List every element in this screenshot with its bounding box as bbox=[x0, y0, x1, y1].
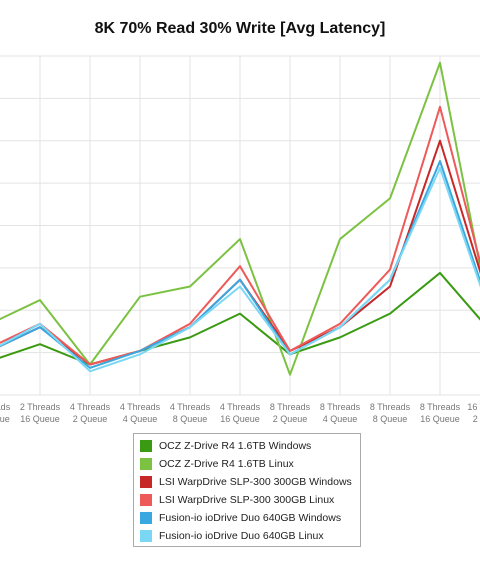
legend-item: LSI WarpDrive SLP-300 300GB Windows bbox=[140, 473, 360, 491]
legend-swatch bbox=[140, 512, 152, 524]
legend-item: Fusion-io ioDrive Duo 640GB Linux bbox=[140, 527, 360, 545]
plot-grid bbox=[0, 55, 480, 396]
legend-swatch bbox=[140, 458, 152, 470]
series-line-4 bbox=[0, 105, 480, 366]
legend-label: LSI WarpDrive SLP-300 300GB Linux bbox=[159, 494, 335, 506]
legend-item: OCZ Z-Drive R4 1.6TB Linux bbox=[140, 455, 360, 473]
legend-label: Fusion-io ioDrive Duo 640GB Windows bbox=[159, 512, 342, 524]
legend-label: OCZ Z-Drive R4 1.6TB Windows bbox=[159, 440, 312, 452]
series-line-5 bbox=[0, 160, 480, 369]
legend-label: Fusion-io ioDrive Duo 640GB Linux bbox=[159, 530, 324, 542]
x-tick-label: 8 Threads 2 Queue bbox=[270, 402, 311, 424]
series-lines bbox=[0, 61, 480, 376]
legend: OCZ Z-Drive R4 1.6TB Windows OCZ Z-Drive … bbox=[133, 433, 361, 547]
x-tick-label: 4 Threads 4 Queue bbox=[120, 402, 161, 424]
legend-item: OCZ Z-Drive R4 1.6TB Windows bbox=[140, 437, 360, 455]
legend-swatch bbox=[140, 494, 152, 506]
chart-title: 8K 70% Read 30% Write [Avg Latency] bbox=[94, 20, 386, 37]
x-tick-label: 4 Threads 8 Queue bbox=[170, 402, 211, 424]
series-line-6 bbox=[0, 166, 480, 373]
x-tick-label: 8 Threads 4 Queue bbox=[320, 402, 361, 424]
legend-item: LSI WarpDrive SLP-300 300GB Linux bbox=[140, 491, 360, 509]
legend-swatch bbox=[140, 476, 152, 488]
x-tick-label: 4 Threads 16 Queue bbox=[220, 402, 261, 424]
x-tick-label: 4 Threads 2 Queue bbox=[70, 402, 111, 424]
legend-label: OCZ Z-Drive R4 1.6TB Linux bbox=[159, 458, 294, 470]
legend-label: LSI WarpDrive SLP-300 300GB Windows bbox=[159, 476, 352, 488]
x-tick-label: 8 Threads 16 Queue bbox=[420, 402, 461, 424]
legend-swatch bbox=[140, 440, 152, 452]
legend-item: Fusion-io ioDrive Duo 640GB Windows bbox=[140, 509, 360, 527]
legend-swatch bbox=[140, 530, 152, 542]
x-tick-label: 8 Threads 8 Queue bbox=[370, 402, 411, 424]
x-tick-label: 2 Threads 16 Queue bbox=[20, 402, 61, 424]
